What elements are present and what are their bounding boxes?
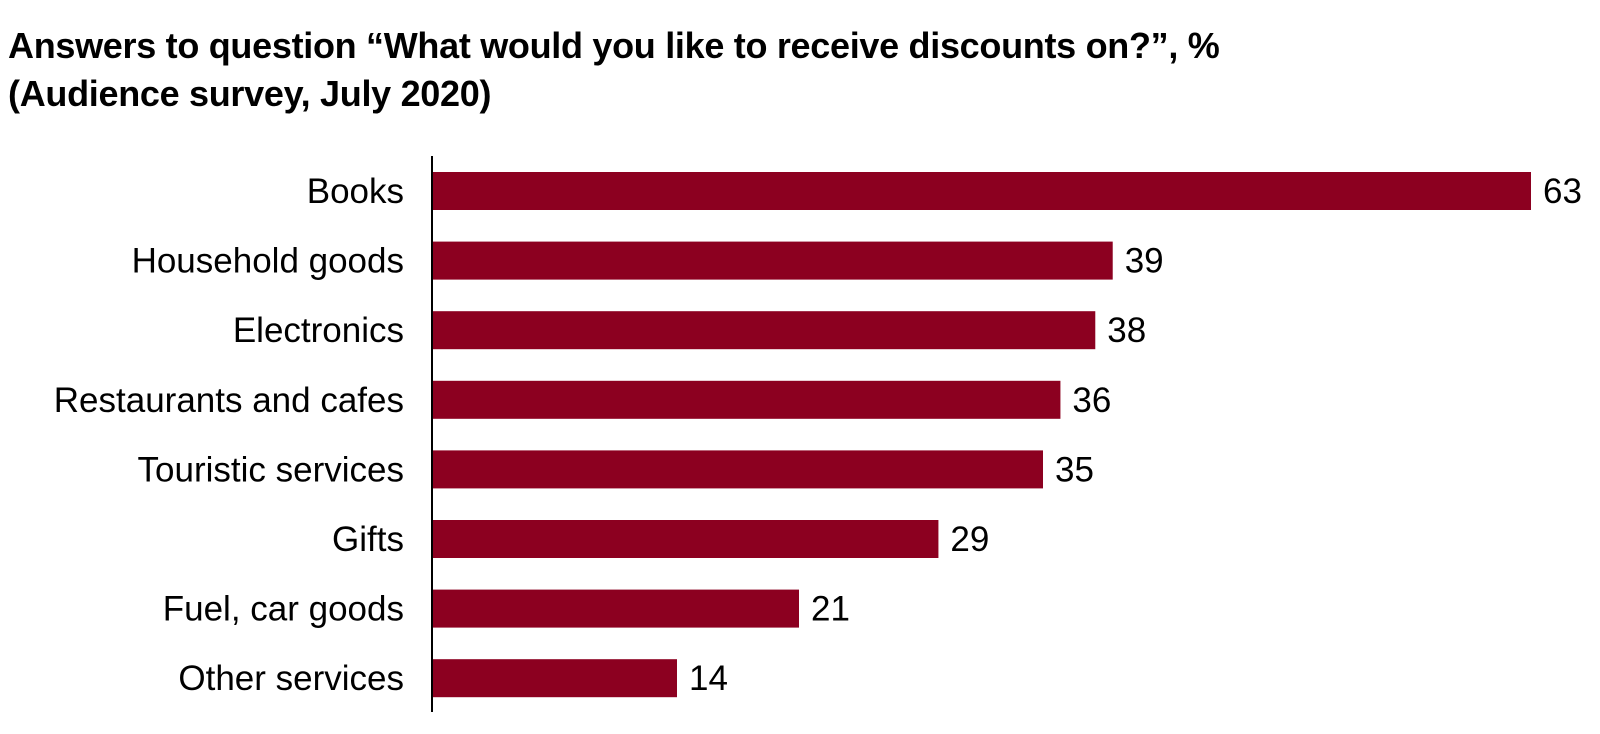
bar	[433, 380, 1061, 419]
bar	[433, 172, 1531, 210]
category-label: Fuel, car goods	[163, 590, 404, 629]
chart-title-block: Answers to question “What would you like…	[8, 22, 1568, 118]
value-label: 35	[1055, 450, 1094, 489]
value-label: 63	[1543, 172, 1582, 211]
bars-layer	[433, 172, 1531, 698]
category-label: Gifts	[332, 520, 404, 559]
bar	[433, 450, 1043, 489]
bar	[433, 589, 799, 628]
value-label: 14	[689, 659, 728, 698]
category-label: Books	[307, 172, 404, 211]
chart-subtitle: (Audience survey, July 2020)	[8, 73, 492, 114]
value-label: 39	[1125, 242, 1164, 281]
value-label: 38	[1107, 311, 1146, 350]
bar	[433, 659, 677, 698]
value-label: 21	[811, 590, 850, 629]
bar	[433, 311, 1096, 350]
bar	[433, 241, 1113, 280]
category-label: Other services	[178, 659, 404, 698]
category-label: Touristic services	[138, 450, 404, 489]
value-label: 36	[1072, 381, 1111, 420]
category-label: Restaurants and cafes	[54, 381, 404, 420]
category-label: Electronics	[233, 311, 404, 350]
value-label: 29	[950, 520, 989, 559]
labels-layer: Books 63 Household goods 39 Electronics 38 Res…	[54, 172, 1582, 698]
chart-title: Answers to question “What would you like…	[8, 25, 1220, 66]
category-label: Household goods	[132, 242, 404, 281]
bar	[433, 520, 939, 558]
